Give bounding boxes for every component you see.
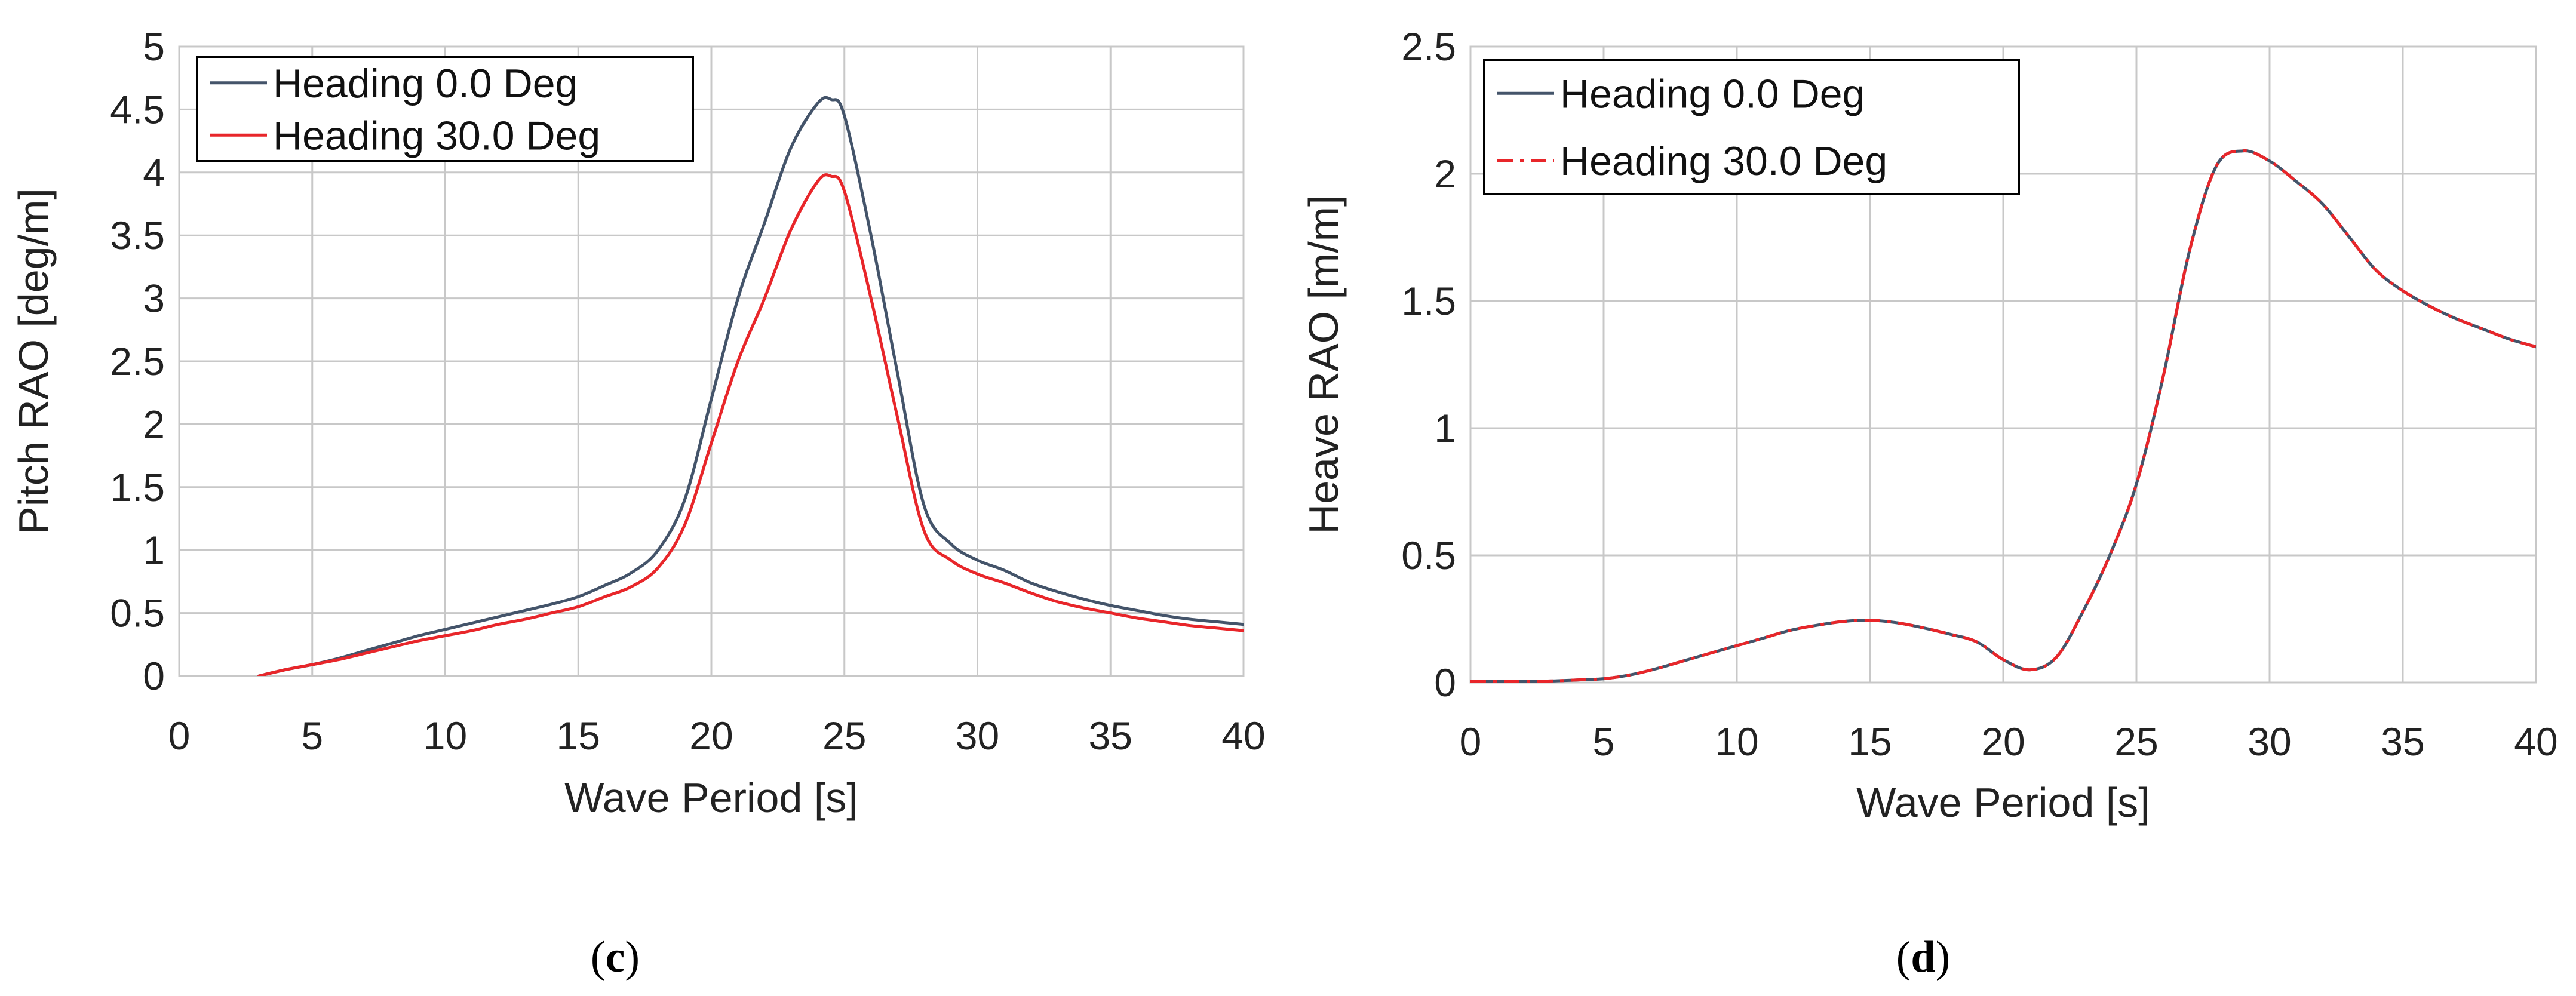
x-tick-label: 20 bbox=[689, 714, 733, 758]
y-tick-label: 2 bbox=[1434, 152, 1456, 196]
y-axis-label: Heave RAO [m/m] bbox=[1300, 195, 1347, 534]
x-tick-label: 35 bbox=[1089, 714, 1132, 758]
legend-label-2: Heading 30.0 Deg bbox=[273, 113, 600, 158]
y-tick-label: 1 bbox=[143, 528, 165, 572]
y-tick-label: 1.5 bbox=[110, 465, 165, 509]
x-tick-label: 25 bbox=[822, 714, 866, 758]
x-tick-label: 5 bbox=[1593, 720, 1615, 764]
x-axis-label: Wave Period [s] bbox=[564, 774, 858, 821]
x-tick-label: 0 bbox=[1460, 720, 1482, 764]
x-tick-label: 20 bbox=[1981, 720, 2025, 764]
x-tick-label: 10 bbox=[423, 714, 467, 758]
x-tick-label: 35 bbox=[2381, 720, 2424, 764]
x-tick-label: 15 bbox=[557, 714, 600, 758]
plot-area-frame bbox=[1469, 45, 2537, 684]
legend-label-1: Heading 0.0 Deg bbox=[1560, 71, 1865, 116]
panel-caption-d: (d) bbox=[1896, 933, 1950, 982]
y-tick-label: 2.5 bbox=[110, 339, 165, 383]
y-tick-label: 0.5 bbox=[1401, 533, 1456, 577]
y-tick-label: 2.5 bbox=[1401, 24, 1456, 69]
y-tick-label: 3 bbox=[143, 276, 165, 321]
y-tick-label: 1 bbox=[1434, 406, 1456, 450]
chart-panel-d: 0 0.5 1 1.5 2 2.5 0 5 10 15 20 25 30 35 40 Wave Period … bbox=[1300, 24, 2558, 826]
x-tick-label: 40 bbox=[2514, 720, 2557, 764]
x-axis-label: Wave Period [s] bbox=[1856, 779, 2150, 826]
y-tick-label: 0 bbox=[143, 654, 165, 698]
series-line-1 bbox=[257, 96, 1244, 676]
x-tick-label: 30 bbox=[956, 714, 999, 758]
legend: Heading 0.0 Deg Heading 30.0 Deg bbox=[196, 56, 694, 162]
legend-box bbox=[196, 56, 694, 162]
x-tick-label: 15 bbox=[1848, 720, 1892, 764]
y-axis-label: Pitch RAO [deg/m] bbox=[10, 188, 57, 534]
legend-label-1: Heading 0.0 Deg bbox=[273, 61, 578, 106]
legend-box bbox=[1483, 59, 2020, 195]
plot-area-frame bbox=[178, 45, 1245, 677]
chart-panel-c: 0 0.5 1 1.5 2 2.5 3 3.5 4 4.5 5 0 5 10 15 20 25 30 35 40 Wav… bbox=[10, 24, 1266, 821]
x-tick-label: 5 bbox=[301, 714, 323, 758]
y-tick-label: 3.5 bbox=[110, 213, 165, 257]
legend: Heading 0.0 Deg Heading 30.0 Deg bbox=[1483, 59, 2020, 195]
y-tick-label: 5 bbox=[143, 24, 165, 69]
y-tick-label: 1.5 bbox=[1401, 279, 1456, 323]
panel-caption-c: (c) bbox=[591, 933, 640, 982]
x-tick-label: 40 bbox=[1221, 714, 1265, 758]
series-line-1 bbox=[1470, 149, 2536, 683]
y-tick-label: 4 bbox=[143, 150, 165, 195]
x-tick-label: 10 bbox=[1715, 720, 1758, 764]
x-tick-label: 30 bbox=[2248, 720, 2291, 764]
y-tick-label: 0.5 bbox=[110, 591, 165, 635]
legend-label-2: Heading 30.0 Deg bbox=[1560, 139, 1887, 184]
y-tick-label: 0 bbox=[1434, 660, 1456, 705]
x-tick-label: 0 bbox=[168, 714, 191, 758]
y-tick-label: 2 bbox=[143, 402, 165, 446]
y-tick-label: 4.5 bbox=[110, 87, 165, 131]
series-line-2 bbox=[257, 173, 1244, 676]
x-tick-label: 25 bbox=[2114, 720, 2158, 764]
